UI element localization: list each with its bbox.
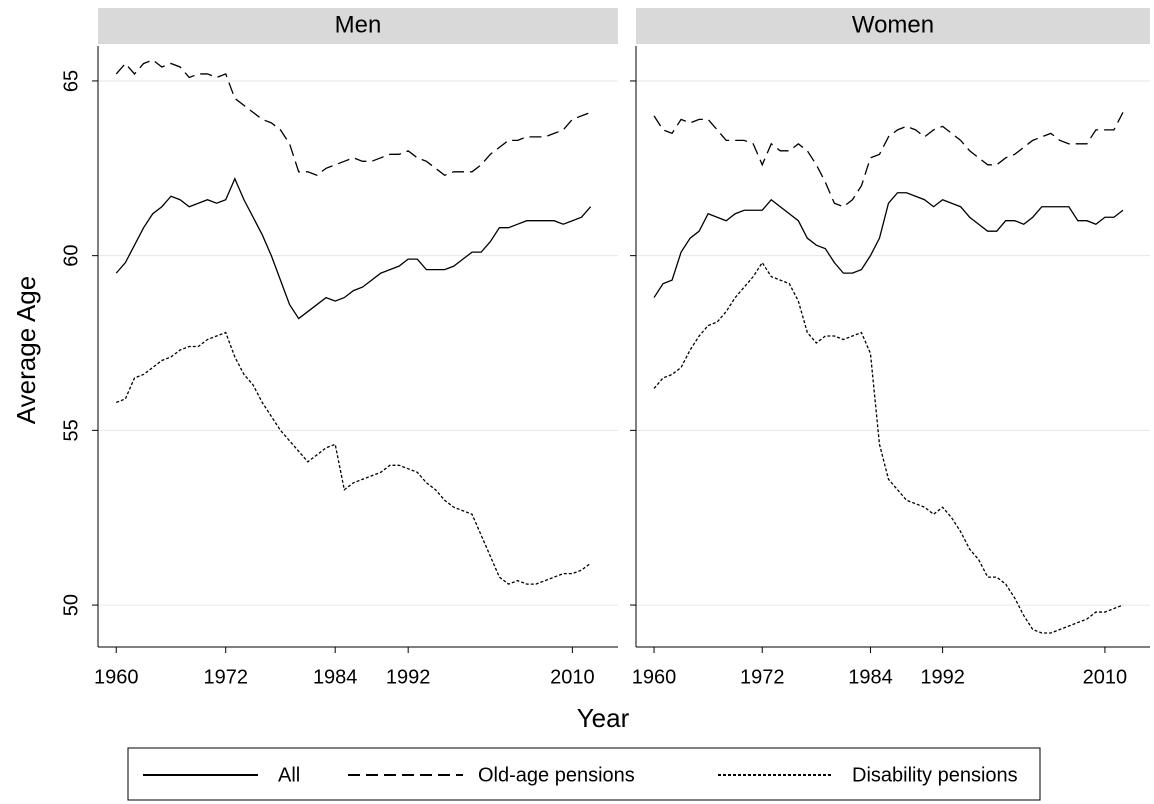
x-tick-label: 1984 bbox=[313, 666, 358, 688]
panel-title: Men bbox=[335, 11, 382, 38]
series-line bbox=[115, 177, 592, 320]
legend-label: All bbox=[278, 764, 300, 786]
x-tick-label: 1972 bbox=[740, 666, 785, 688]
y-tick-label: 60 bbox=[60, 245, 82, 267]
y-tick-label: 55 bbox=[60, 419, 82, 441]
series-line bbox=[653, 112, 1124, 208]
panel-header bbox=[98, 8, 618, 44]
series-line bbox=[653, 192, 1124, 298]
series-line bbox=[116, 331, 592, 585]
x-tick-label: 1992 bbox=[920, 666, 965, 688]
series-line bbox=[115, 59, 591, 177]
legend-box bbox=[127, 747, 1041, 801]
x-axis-label: Year bbox=[577, 703, 630, 733]
series-line bbox=[653, 261, 1124, 634]
x-tick-label: 1960 bbox=[632, 666, 677, 688]
y-tick-label: 65 bbox=[60, 70, 82, 92]
x-tick-label: 1992 bbox=[386, 666, 431, 688]
panel-header bbox=[636, 8, 1150, 44]
x-tick-label: 2010 bbox=[1083, 666, 1128, 688]
x-tick-label: 2010 bbox=[550, 666, 595, 688]
y-axis-label: Average Age bbox=[11, 276, 41, 424]
y-tick-label: 50 bbox=[60, 594, 82, 616]
x-tick-label: 1972 bbox=[203, 666, 248, 688]
x-tick-label: 1960 bbox=[94, 666, 139, 688]
legend-label: Disability pensions bbox=[852, 764, 1018, 786]
x-tick-label: 1984 bbox=[848, 666, 893, 688]
panel-title: Women bbox=[852, 11, 934, 38]
legend-label: Old-age pensions bbox=[478, 764, 635, 786]
